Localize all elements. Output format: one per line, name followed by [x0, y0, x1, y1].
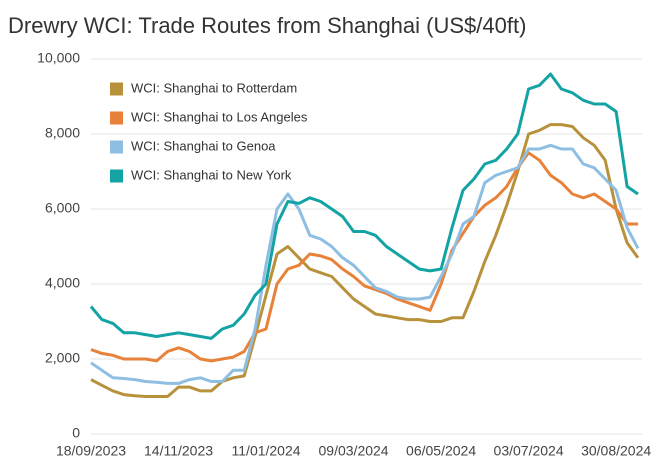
x-tick-label: 03/07/2024	[494, 443, 564, 459]
y-tick-label: 2,000	[45, 350, 80, 366]
y-tick-label: 4,000	[45, 275, 80, 291]
legend-swatch	[110, 82, 123, 96]
y-tick-label: 0	[72, 425, 80, 441]
y-tick-label: 6,000	[45, 200, 80, 216]
legend-label: WCI: Shanghai to New York	[131, 167, 292, 182]
x-tick-label: 18/09/2023	[56, 443, 126, 459]
legend-label: WCI: Shanghai to Los Angeles	[131, 109, 308, 124]
legend-swatch	[110, 111, 123, 125]
series-line	[90, 151, 638, 363]
x-tick-label: 14/11/2023	[144, 443, 213, 459]
series-line	[90, 123, 640, 398]
y-tick-label: 8,000	[45, 125, 80, 141]
x-tick-label: 30/08/2024	[581, 443, 651, 459]
chart-title: Drewry WCI: Trade Routes from Shanghai (…	[8, 13, 526, 38]
legend-label: WCI: Shanghai to Genoa	[131, 138, 276, 153]
series-line	[90, 143, 640, 385]
x-tick-label: 11/01/2024	[232, 443, 301, 459]
x-tick-label: 09/03/2024	[319, 443, 389, 459]
legend-swatch	[110, 169, 123, 183]
y-tick-label: 10,000	[37, 50, 80, 66]
legend-swatch	[110, 140, 123, 154]
series-line	[89, 72, 639, 340]
legend-label: WCI: Shanghai to Rotterdam	[131, 80, 297, 95]
x-tick-label: 06/05/2024	[406, 443, 476, 459]
